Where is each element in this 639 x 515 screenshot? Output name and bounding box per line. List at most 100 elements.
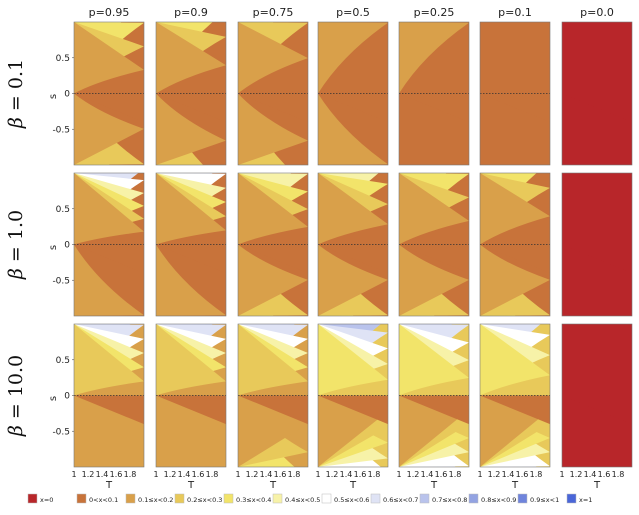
- x-tick-label: 1.8: [612, 470, 625, 479]
- legend-swatch: [125, 493, 136, 504]
- x-tick-label: 1.2: [246, 470, 259, 479]
- beta-symbol: β: [5, 268, 27, 280]
- legend-label: 0.2≤x<0.3: [187, 496, 222, 504]
- band-lower: [399, 244, 469, 316]
- panel-frame: [155, 323, 227, 468]
- legend-label: 0.5≤x<0.6: [334, 496, 369, 504]
- beta-value: = 1.0: [5, 210, 27, 268]
- band-lower-inner: [318, 395, 388, 425]
- panel-frame: [317, 21, 389, 166]
- column-header-p: p=0.0: [580, 6, 614, 19]
- band-lower: [238, 93, 308, 165]
- y-axis-label: s: [48, 94, 59, 99]
- panel: [238, 324, 308, 467]
- panel: [562, 22, 632, 165]
- panel-grid: [73, 21, 633, 468]
- x-tick-label: 1.6: [274, 470, 287, 479]
- x-tick-label: 1.8: [124, 470, 137, 479]
- x-tick-label: 1: [477, 470, 482, 479]
- panel-frame: [237, 172, 309, 317]
- beta-symbol: β: [5, 425, 27, 437]
- y-tick-label: 0.5: [56, 356, 70, 366]
- band-lower-inner: [480, 395, 550, 425]
- column-header-p: p=0.25: [414, 6, 455, 19]
- band-lower: [156, 244, 226, 316]
- y-tick-label: -0.5: [52, 276, 70, 286]
- band-lower-inner: [318, 93, 388, 123]
- band-lower-inner: [238, 244, 308, 274]
- x-tick-label: 1.6: [354, 470, 367, 479]
- band-lower-inner: [480, 244, 550, 274]
- panel-frame: [317, 323, 389, 468]
- x-tick-label: 1.2: [82, 470, 95, 479]
- x-tick-label: 1: [71, 470, 76, 479]
- band-lower: [318, 244, 388, 316]
- legend-swatch: [566, 493, 577, 504]
- panel: [399, 173, 469, 316]
- band-upper: [156, 22, 226, 94]
- band-lower-inner: [318, 244, 388, 274]
- legend-swatch: [468, 493, 479, 504]
- x-tick-label: 1.8: [368, 470, 381, 479]
- legend-label: 0.4≤x<0.5: [285, 496, 320, 504]
- x-tick-label: 1.4: [584, 470, 597, 479]
- panel-frame: [398, 21, 470, 166]
- x-tick-label: 1: [153, 470, 158, 479]
- band-lower-inner: [74, 93, 144, 123]
- x-tick-label: 1.4: [421, 470, 434, 479]
- y-tick-label: -0.5: [52, 427, 70, 437]
- y-tick-label: 0: [64, 392, 70, 402]
- band-lower-inner: [238, 395, 308, 425]
- band-lower: [74, 244, 144, 316]
- band-upper: [480, 324, 550, 396]
- x-tick-label: 1.2: [164, 470, 177, 479]
- x-tick-label: 1.2: [488, 470, 501, 479]
- band-lower: [238, 244, 308, 316]
- row-label-beta: β = 0.1: [5, 59, 27, 129]
- column-header-p: p=0.5: [336, 6, 370, 19]
- panel: [156, 173, 226, 316]
- panel: [156, 324, 226, 467]
- band-upper: [156, 324, 226, 396]
- beta-value: = 10.0: [5, 355, 27, 425]
- band-lower-inner: [562, 244, 632, 274]
- y-axis-label: s: [48, 245, 59, 250]
- band-upper: [318, 22, 388, 94]
- band-upper: [399, 173, 469, 245]
- legend-label: 0.7≤x<0.8: [432, 496, 467, 504]
- panel-frame: [479, 323, 551, 468]
- legend: x=0 0<x<0.1 0.1≤x<0.2 0.2≤x<0.3 0.3≤x<0.4 0.4…: [27, 493, 592, 504]
- band-lower: [318, 93, 388, 165]
- x-tick-label: 1.4: [502, 470, 515, 479]
- legend-label: 0.8≤x<0.9: [481, 496, 516, 504]
- x-tick-label: 1: [235, 470, 240, 479]
- legend-swatch: [370, 493, 381, 504]
- legend-label: 0.6≤x<0.7: [383, 496, 418, 504]
- panel-frame: [561, 21, 633, 166]
- band-lower-inner: [399, 244, 469, 274]
- x-tick-label: 1.4: [178, 470, 191, 479]
- legend-swatch: [223, 493, 234, 504]
- panel-frame: [398, 323, 470, 468]
- band-upper: [74, 324, 144, 396]
- legend-swatch: [272, 493, 283, 504]
- band-lower-inner: [238, 93, 308, 123]
- row-labels: β = 0.1β = 1.0β = 10.0: [5, 59, 27, 437]
- band-upper: [238, 173, 308, 245]
- x-axis-label: T: [430, 480, 438, 491]
- legend-label: x=0: [40, 496, 53, 504]
- x-tick-label: 1.6: [110, 470, 123, 479]
- band-upper: [318, 173, 388, 245]
- band-lower: [480, 244, 550, 316]
- band-lower-inner: [74, 395, 144, 425]
- band-upper: [399, 324, 469, 396]
- x-axis-label: T: [593, 480, 601, 491]
- x-axis-label: T: [269, 480, 277, 491]
- legend-swatch: [174, 493, 185, 504]
- y-tick-label: 0.5: [56, 205, 70, 215]
- band-lower-inner: [562, 395, 632, 425]
- x-axis-label: T: [187, 480, 195, 491]
- panel-frame: [398, 172, 470, 317]
- x-tick-label: 1: [559, 470, 564, 479]
